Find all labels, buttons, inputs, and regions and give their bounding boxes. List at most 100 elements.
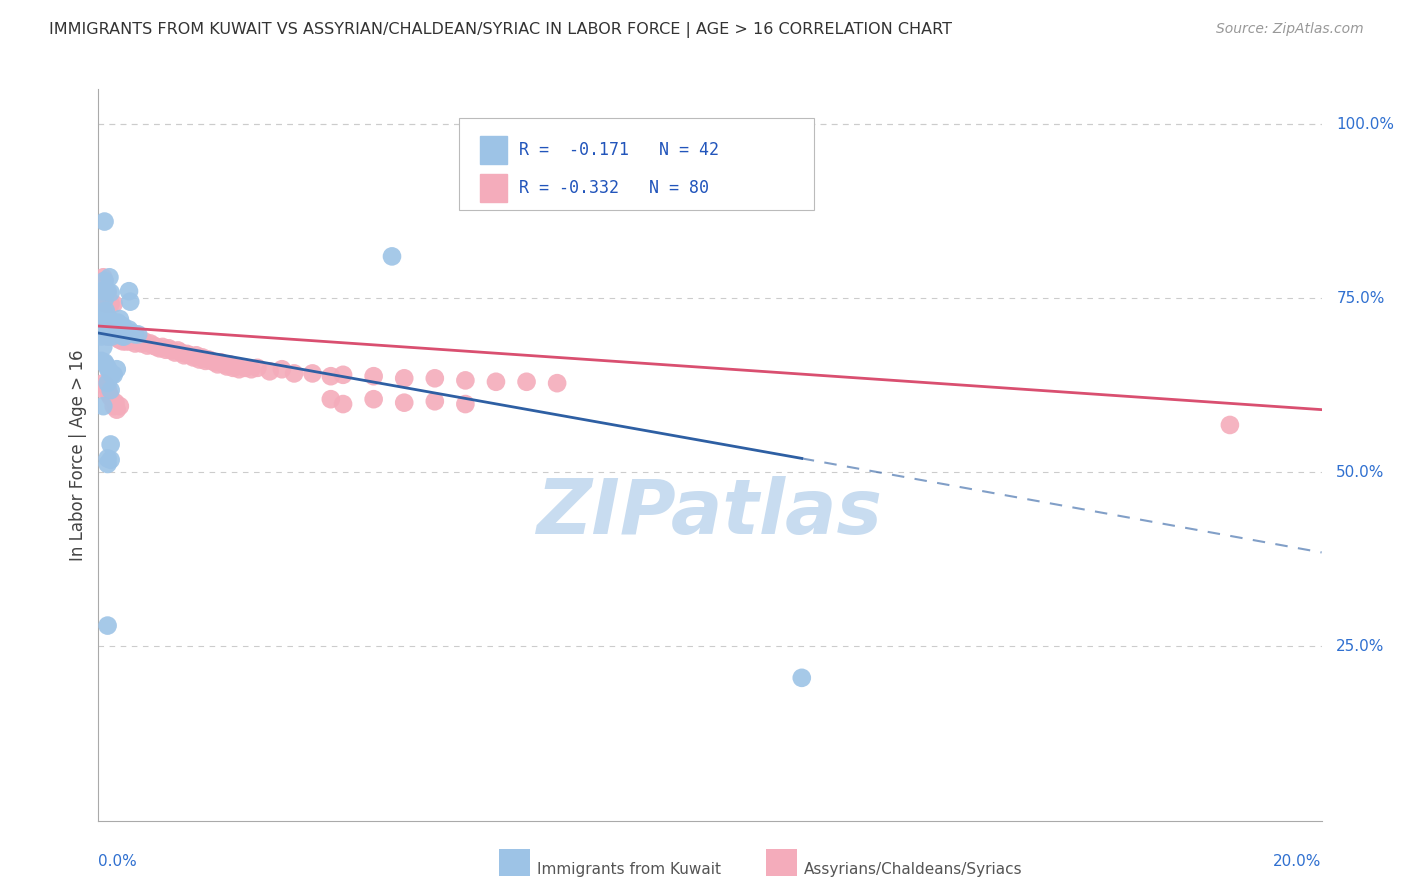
Point bbox=[112, 329, 135, 343]
Point bbox=[100, 319, 122, 334]
Point bbox=[97, 322, 120, 336]
Point bbox=[319, 369, 342, 384]
Point bbox=[283, 367, 305, 381]
Point bbox=[207, 357, 229, 371]
Point bbox=[332, 368, 354, 382]
Point bbox=[98, 322, 121, 336]
Point bbox=[152, 340, 174, 354]
Point bbox=[93, 326, 115, 340]
Point bbox=[127, 327, 149, 342]
Point bbox=[136, 338, 159, 352]
Point bbox=[94, 297, 117, 311]
Y-axis label: In Labor Force | Age > 16: In Labor Force | Age > 16 bbox=[69, 349, 87, 561]
Point bbox=[100, 297, 122, 311]
Point bbox=[363, 369, 385, 384]
Point bbox=[105, 362, 128, 376]
Point bbox=[90, 329, 112, 343]
Point bbox=[108, 312, 131, 326]
Point bbox=[108, 319, 131, 334]
Point bbox=[197, 352, 219, 367]
Point bbox=[98, 387, 121, 401]
Point bbox=[111, 322, 134, 336]
Point bbox=[94, 357, 117, 371]
Point bbox=[160, 343, 183, 358]
Point bbox=[246, 360, 269, 375]
Point bbox=[94, 303, 117, 318]
Point bbox=[108, 329, 131, 343]
Point bbox=[100, 329, 122, 343]
Point bbox=[117, 326, 139, 340]
Point bbox=[97, 285, 120, 300]
Text: 75.0%: 75.0% bbox=[1336, 291, 1385, 306]
Point bbox=[104, 395, 127, 409]
Point bbox=[107, 332, 129, 346]
Point bbox=[209, 355, 232, 369]
Point bbox=[392, 395, 416, 409]
Point bbox=[94, 285, 117, 300]
Point bbox=[100, 383, 122, 397]
Point bbox=[97, 382, 120, 396]
Point bbox=[319, 392, 342, 407]
Point bbox=[91, 399, 114, 413]
Point bbox=[101, 319, 124, 334]
Point bbox=[155, 343, 177, 357]
Point bbox=[111, 332, 134, 346]
Point bbox=[127, 334, 149, 349]
Point bbox=[163, 345, 186, 359]
Point bbox=[225, 359, 247, 374]
Text: R =  -0.171   N = 42: R = -0.171 N = 42 bbox=[519, 141, 720, 159]
Point bbox=[93, 293, 115, 307]
Point bbox=[167, 343, 190, 358]
Point bbox=[392, 371, 416, 385]
Point bbox=[139, 336, 162, 351]
Text: Immigrants from Kuwait: Immigrants from Kuwait bbox=[537, 863, 721, 877]
Point bbox=[301, 367, 323, 381]
Point bbox=[103, 329, 125, 343]
Text: 100.0%: 100.0% bbox=[1336, 117, 1395, 131]
Point bbox=[111, 329, 134, 343]
Point bbox=[100, 326, 122, 340]
Point bbox=[117, 333, 139, 347]
Point bbox=[91, 376, 114, 391]
Point bbox=[194, 354, 217, 368]
Point bbox=[101, 368, 124, 382]
Point bbox=[94, 316, 117, 330]
Point bbox=[97, 451, 120, 466]
Point bbox=[381, 249, 404, 263]
Bar bbox=[479, 136, 508, 164]
Point bbox=[149, 342, 172, 356]
Text: ZIPatlas: ZIPatlas bbox=[537, 476, 883, 550]
Point bbox=[90, 354, 112, 368]
Point bbox=[98, 312, 121, 326]
Point bbox=[145, 340, 167, 354]
Point bbox=[516, 375, 538, 389]
Point bbox=[97, 360, 120, 375]
Point bbox=[546, 376, 568, 391]
Point bbox=[363, 392, 385, 407]
Point bbox=[454, 397, 477, 411]
Point bbox=[134, 334, 156, 349]
Point bbox=[111, 334, 134, 349]
Point bbox=[332, 397, 354, 411]
Point bbox=[222, 360, 245, 375]
Point bbox=[120, 294, 142, 309]
Point bbox=[105, 327, 128, 342]
Point bbox=[98, 364, 121, 378]
Point bbox=[91, 270, 114, 285]
Point bbox=[121, 333, 143, 347]
Point bbox=[103, 316, 125, 330]
Point bbox=[423, 394, 446, 409]
Point bbox=[104, 322, 127, 336]
Text: Source: ZipAtlas.com: Source: ZipAtlas.com bbox=[1216, 22, 1364, 37]
Point bbox=[112, 332, 135, 346]
Point bbox=[100, 326, 122, 340]
Point bbox=[121, 326, 143, 340]
Point bbox=[91, 326, 114, 340]
Point bbox=[101, 327, 124, 342]
Point bbox=[215, 359, 238, 374]
Point bbox=[90, 327, 112, 342]
Point bbox=[790, 671, 813, 685]
Point bbox=[91, 312, 114, 326]
Point bbox=[129, 336, 152, 351]
Point bbox=[118, 284, 141, 298]
